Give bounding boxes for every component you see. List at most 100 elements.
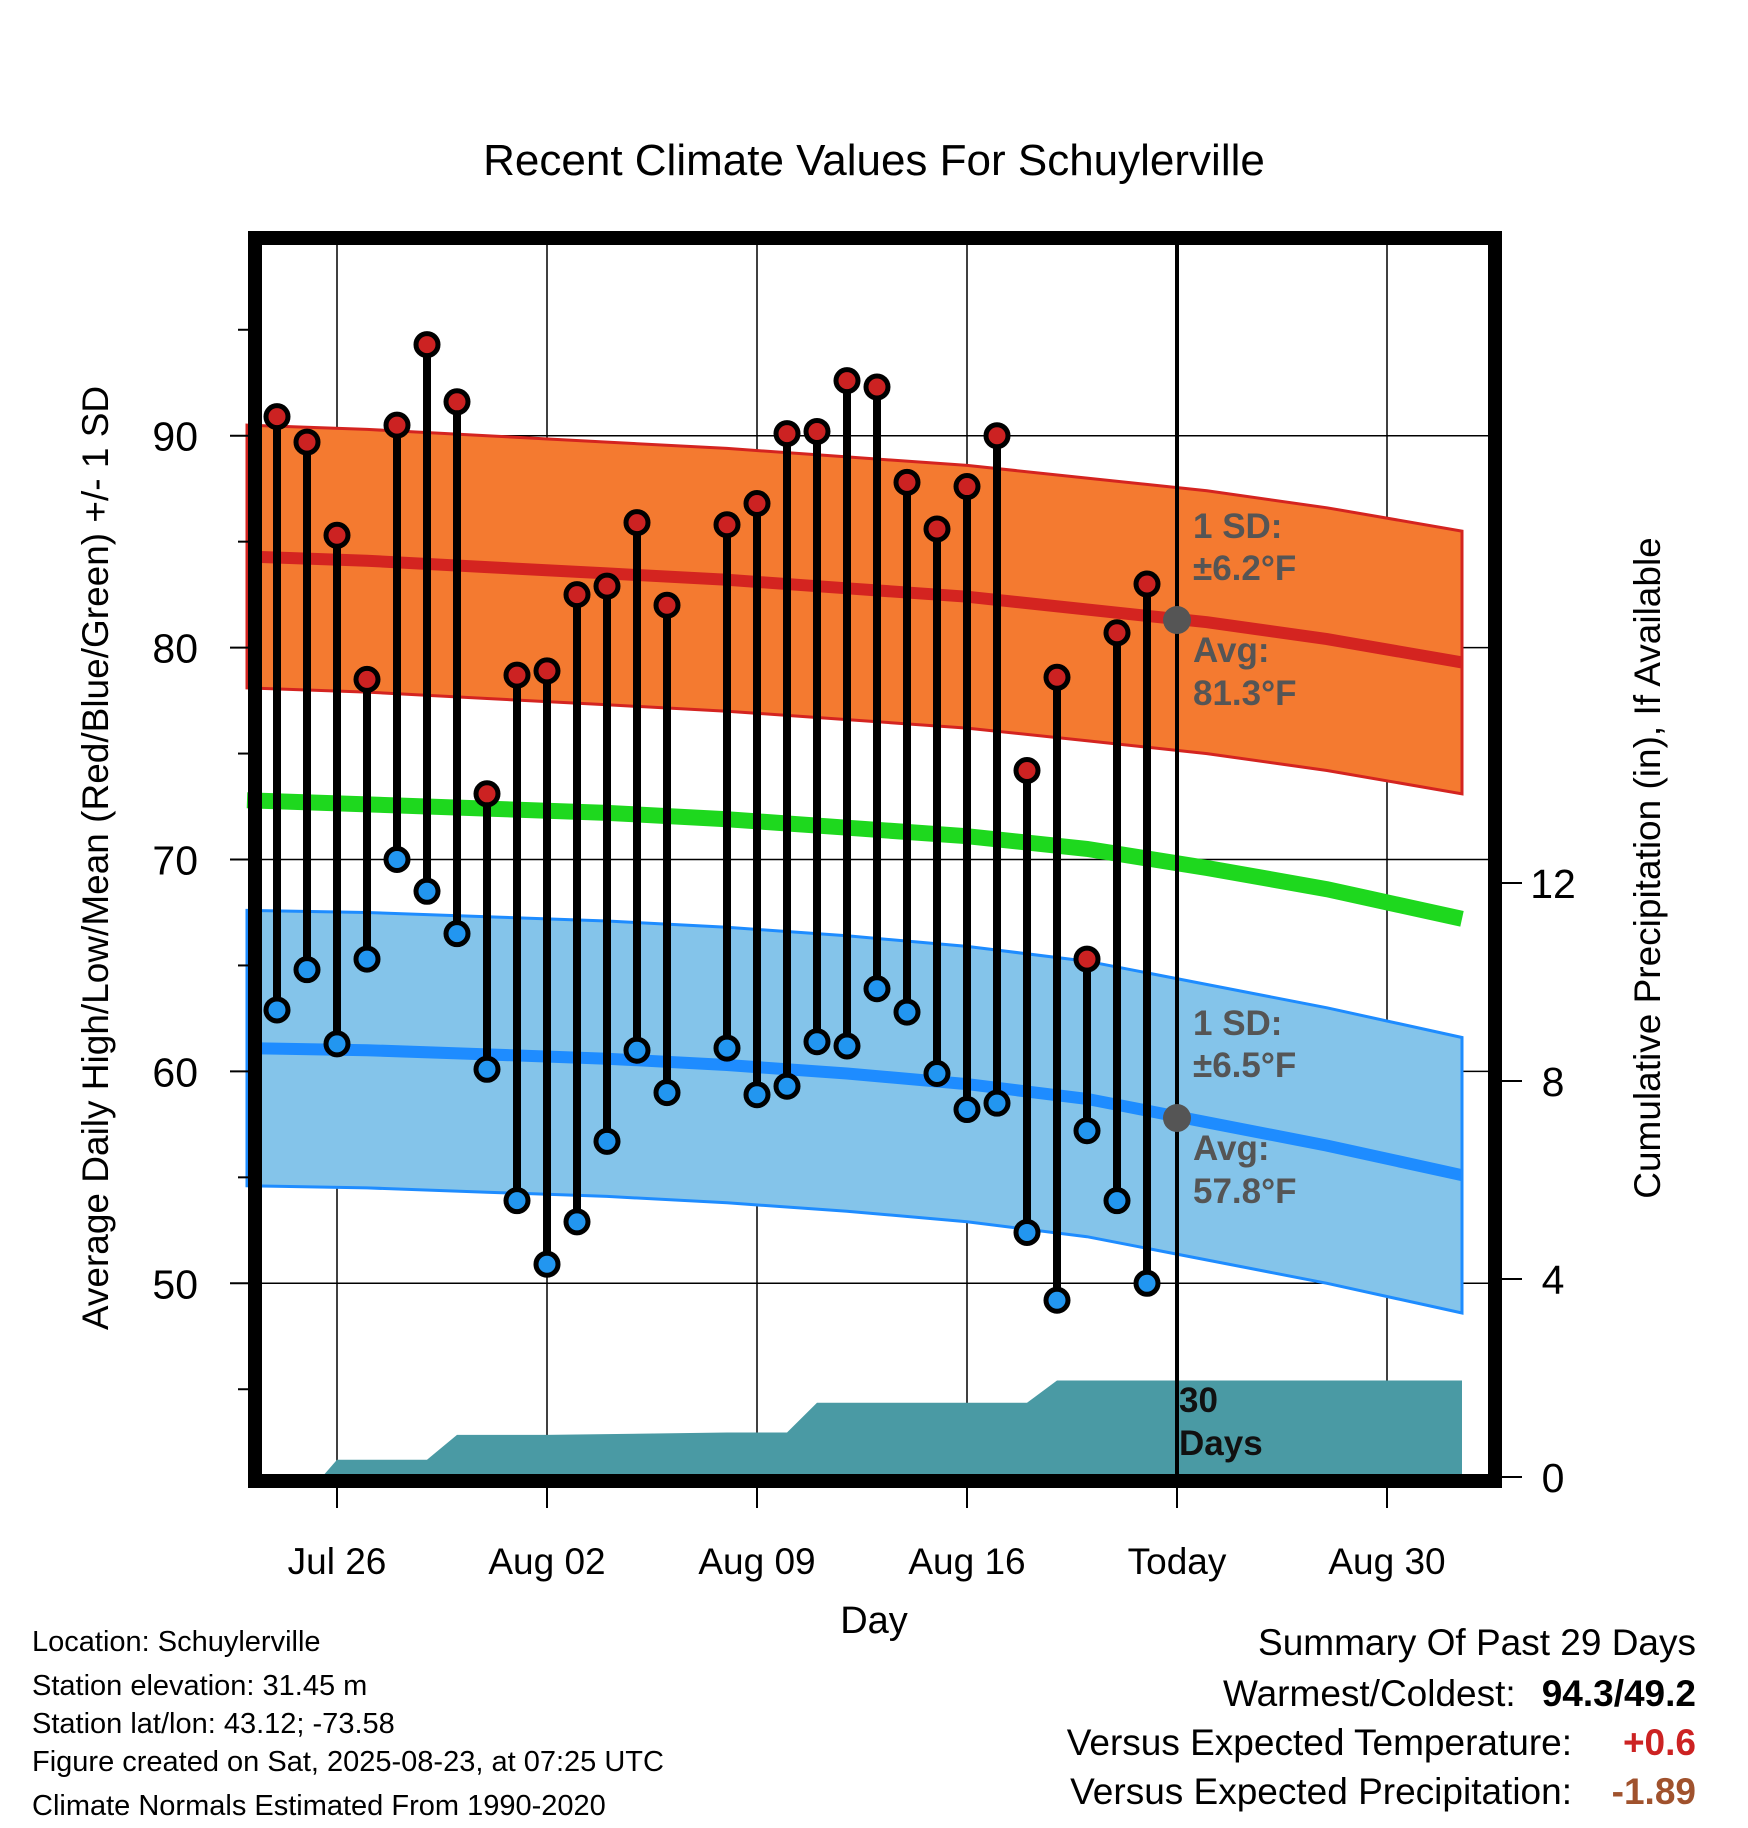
- y2-tick-label: 0: [1542, 1455, 1565, 1501]
- temp-label: Versus Expected Temperature:: [1066, 1722, 1572, 1763]
- low-avg-label: Avg:: [1193, 1129, 1269, 1168]
- precip-days-label: Days: [1179, 1424, 1263, 1463]
- low-point: [473, 1055, 501, 1083]
- x-axis-title: Day: [840, 1600, 908, 1642]
- high-point: [1073, 945, 1101, 973]
- precipitation-area: [247, 1380, 1462, 1477]
- high-point: [713, 511, 741, 539]
- high-point: [263, 403, 291, 431]
- low-point: [353, 945, 381, 973]
- y2-tick-label: 12: [1530, 861, 1576, 907]
- summary-title-text: Summary Of Past 29 Days: [1258, 1622, 1696, 1663]
- low-point: [773, 1072, 801, 1100]
- today-low-avg-dot: [1163, 1104, 1191, 1133]
- axis-ticks: 90 80 70 60 50 12 8 4 0 Jul 26 Aug 02 Aug 09 Aug 16 T…: [152, 328, 1576, 1582]
- high-point: [593, 572, 621, 600]
- high-point: [953, 473, 981, 501]
- high-point: [833, 367, 861, 395]
- precip-area: [247, 1380, 1462, 1477]
- info-location: Location: Schuylerville: [32, 1626, 321, 1658]
- high-point: [473, 780, 501, 808]
- high-point: [383, 411, 411, 439]
- x-tick-label: Aug 30: [1328, 1541, 1445, 1582]
- info-normals: Climate Normals Estimated From 1990-2020: [32, 1790, 606, 1822]
- low-point: [623, 1036, 651, 1064]
- high-sd-label: 1 SD:: [1193, 507, 1282, 546]
- high-point: [1043, 663, 1071, 691]
- low-point: [503, 1187, 531, 1215]
- high-point: [743, 490, 771, 518]
- summary-precip: Versus Expected Precipitation: -1.89: [1070, 1771, 1696, 1813]
- high-point: [863, 373, 891, 401]
- y-tick-label: 70: [152, 838, 198, 884]
- summary-title: Summary Of Past 29 Days: [1258, 1622, 1696, 1664]
- low-point: [1133, 1269, 1161, 1297]
- low-point: [893, 998, 921, 1026]
- high-point: [323, 521, 351, 549]
- plot-border: [248, 231, 1502, 1488]
- low-point: [533, 1250, 561, 1278]
- precip-days-number: 30: [1179, 1381, 1218, 1420]
- chart-title: Recent Climate Values For Schuylerville: [483, 136, 1265, 185]
- y-tick-label: 60: [152, 1049, 198, 1095]
- high-sd-value: ±6.2°F: [1193, 549, 1296, 588]
- normal-low-line: [246, 1042, 1464, 1182]
- high-point: [503, 661, 531, 689]
- low-point: [443, 920, 471, 948]
- x-tick-label: Today: [1128, 1541, 1227, 1582]
- high-point: [353, 665, 381, 693]
- y-tick-label: 50: [152, 1261, 198, 1307]
- low-sd-band: [245, 908, 1464, 1315]
- warmest-label: Warmest/Coldest:: [1223, 1673, 1516, 1714]
- warmest-value: 94.3/49.2: [1541, 1673, 1696, 1714]
- y-tick-label: 80: [152, 626, 198, 672]
- low-point: [413, 877, 441, 905]
- low-point: [383, 846, 411, 873]
- low-point: [713, 1034, 741, 1062]
- high-point: [1103, 619, 1131, 647]
- high-avg-value: 81.3°F: [1193, 674, 1297, 713]
- low-point: [983, 1089, 1011, 1117]
- high-point: [653, 591, 681, 619]
- high-point: [533, 657, 561, 685]
- low-point: [593, 1127, 621, 1155]
- summary-warmest: Warmest/Coldest: 94.3/49.2: [1223, 1673, 1696, 1715]
- low-point: [1043, 1286, 1071, 1314]
- low-point: [743, 1081, 771, 1109]
- daily-range-stems: [273, 344, 1151, 1301]
- y2-tick-label: 4: [1542, 1257, 1565, 1303]
- low-point: [1073, 1117, 1101, 1145]
- low-sd-label: 1 SD:: [1193, 1004, 1282, 1043]
- x-tick-label: Aug 02: [488, 1541, 605, 1582]
- low-point: [833, 1032, 861, 1060]
- y-axis-title: Average Daily High/Low/Mean (Red/Blue/Gr…: [75, 386, 116, 1330]
- high-point: [293, 428, 321, 456]
- daily-observations: [263, 331, 1161, 1314]
- summary-temp: Versus Expected Temperature: +0.6: [1067, 1722, 1696, 1764]
- high-avg-label: Avg:: [1193, 631, 1269, 670]
- low-point: [293, 956, 321, 984]
- info-created: Figure created on Sat, 2025-08-23, at 07…: [32, 1746, 664, 1778]
- y-tick-label: 90: [152, 414, 198, 460]
- high-point: [623, 509, 651, 537]
- low-point: [863, 975, 891, 1003]
- low-sd-value: ±6.5°F: [1193, 1046, 1296, 1085]
- high-point: [893, 468, 921, 496]
- temp-value: +0.6: [1622, 1722, 1696, 1763]
- x-tick-label: Jul 26: [288, 1541, 387, 1582]
- high-point: [1013, 757, 1041, 785]
- y2-tick-label: 8: [1542, 1059, 1565, 1105]
- x-tick-label: Aug 09: [698, 1541, 815, 1582]
- low-point: [653, 1079, 681, 1107]
- low-point: [803, 1028, 831, 1056]
- y2-axis-title: Cumulative Precipitation (in), If Availa…: [1627, 537, 1668, 1199]
- low-point: [263, 996, 291, 1024]
- low-point: [323, 1030, 351, 1058]
- high-point: [923, 515, 951, 543]
- high-point: [563, 581, 591, 609]
- x-tick-label: Aug 16: [908, 1541, 1025, 1582]
- high-point: [413, 331, 441, 359]
- high-point: [773, 420, 801, 448]
